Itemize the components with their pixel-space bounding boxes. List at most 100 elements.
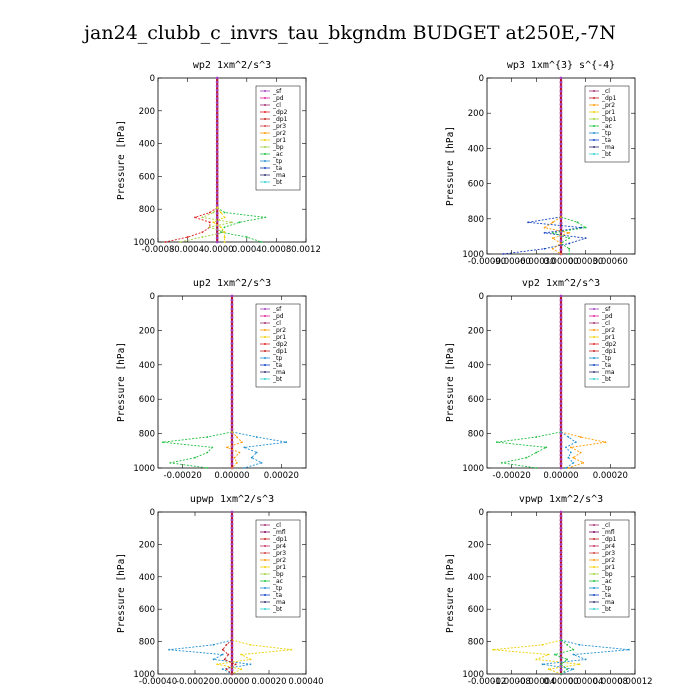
legend-marker xyxy=(593,104,595,106)
series-ac-point xyxy=(220,231,222,234)
series-dp1-point xyxy=(227,653,230,656)
series-ac-point xyxy=(560,663,562,666)
series-pr2-point xyxy=(560,216,562,218)
series-pr2-point xyxy=(568,231,571,234)
legend-label: _ta xyxy=(601,362,611,369)
y-tick-label: 600 xyxy=(468,605,484,615)
y-tick-label: 1000 xyxy=(133,464,155,474)
x-tick-label: 0.00030 xyxy=(568,257,603,267)
legend-label: _pr2 xyxy=(272,557,286,564)
legend-label: _pr3 xyxy=(272,123,286,130)
legend-marker xyxy=(264,97,266,99)
legend-marker xyxy=(593,125,595,127)
y-axis-label: Pressure [hPa] xyxy=(445,126,456,206)
legend-label: _ma xyxy=(601,599,615,606)
series-tp-point xyxy=(260,461,263,464)
series-pr2-line xyxy=(543,216,571,255)
budget-marker xyxy=(559,534,563,538)
budget-marker xyxy=(559,303,563,306)
legend-marker xyxy=(593,90,595,92)
budget-marker xyxy=(559,85,563,89)
series-ac-point xyxy=(535,467,538,469)
budget-marker xyxy=(559,316,563,319)
budget-marker xyxy=(230,294,234,298)
legend-marker xyxy=(264,580,266,582)
series-pr1-point xyxy=(223,236,226,238)
budget-marker xyxy=(559,363,563,367)
series-pr2-line xyxy=(560,431,606,469)
x-tick-label: 0.00020 xyxy=(251,677,286,687)
legend-label: _pr1 xyxy=(272,137,286,144)
budget-marker xyxy=(230,518,234,522)
budget-marker xyxy=(559,125,563,128)
budget-marker xyxy=(215,113,219,117)
series-pr2-point xyxy=(226,446,228,449)
series-dp1-point xyxy=(234,663,237,666)
budget-marker xyxy=(559,567,563,571)
legend-marker xyxy=(264,573,266,575)
series-ac-point xyxy=(525,456,528,459)
budget-marker xyxy=(559,111,563,115)
series-ac-point xyxy=(551,231,554,234)
series-ta-point xyxy=(543,231,546,234)
series-tp-point xyxy=(560,430,562,433)
budget-marker xyxy=(230,571,234,575)
legend-marker xyxy=(593,308,595,310)
legend-label: _pr4 xyxy=(272,543,286,550)
legend-label: _bp1 xyxy=(601,116,617,123)
budget-marker xyxy=(230,367,234,371)
budget-marker xyxy=(559,526,563,530)
series-pr2-point xyxy=(240,441,243,444)
y-tick-label: 0 xyxy=(479,74,484,84)
legend-label: _ta xyxy=(601,592,611,599)
legend-label: _pd xyxy=(272,313,284,320)
legend-box xyxy=(255,519,301,618)
series-tp-point xyxy=(569,451,572,454)
legend-label: _tp xyxy=(601,130,611,137)
series-pr2-point xyxy=(551,221,554,224)
budget-marker xyxy=(559,98,563,102)
y-tick-label: 400 xyxy=(139,140,155,150)
x-tick-label: 0.00060 xyxy=(593,257,628,267)
series-ac-point xyxy=(566,643,569,646)
y-tick-label: 1000 xyxy=(462,250,484,260)
budget-marker xyxy=(230,350,234,354)
series-ac-point xyxy=(560,673,562,675)
series-tp-point xyxy=(243,446,246,449)
budget-marker xyxy=(559,248,563,252)
budget-marker xyxy=(559,199,563,203)
legend-label: _ma xyxy=(272,369,286,376)
series-tp-point xyxy=(249,663,252,666)
legend-marker xyxy=(264,364,266,366)
legend-marker xyxy=(264,181,266,183)
budget-marker xyxy=(559,177,563,181)
series-tp-point xyxy=(541,663,544,666)
series-bp-line xyxy=(180,207,233,243)
series-ta-point xyxy=(502,253,505,255)
legend-label: _ma xyxy=(272,172,286,179)
budget-marker xyxy=(559,94,563,97)
legend-marker xyxy=(593,580,595,582)
legend-label: _pr2 xyxy=(272,130,286,137)
budget-marker xyxy=(559,354,563,358)
y-tick-label: 800 xyxy=(139,430,155,440)
series-ac-point xyxy=(206,467,209,469)
series-dp2-point xyxy=(186,236,189,238)
x-tick-label: -0.00012 xyxy=(468,677,506,687)
y-tick-label: 600 xyxy=(139,605,155,615)
budget-marker xyxy=(559,239,563,243)
series-ac-point xyxy=(260,241,263,243)
budget-marker xyxy=(559,186,563,190)
x-tick-label: -0.0008 xyxy=(142,245,175,255)
budget-marker xyxy=(230,636,234,639)
budget-marker xyxy=(559,530,563,534)
series-ta-point xyxy=(584,237,587,240)
budget-marker xyxy=(559,522,563,526)
legend-label: _bt xyxy=(272,606,283,613)
series-dp1-line xyxy=(222,639,237,675)
series-dp2-line xyxy=(165,207,218,243)
legend-marker xyxy=(264,594,266,596)
series-ac-point xyxy=(495,441,498,444)
legend-marker xyxy=(593,608,595,610)
budget-marker xyxy=(559,107,563,111)
